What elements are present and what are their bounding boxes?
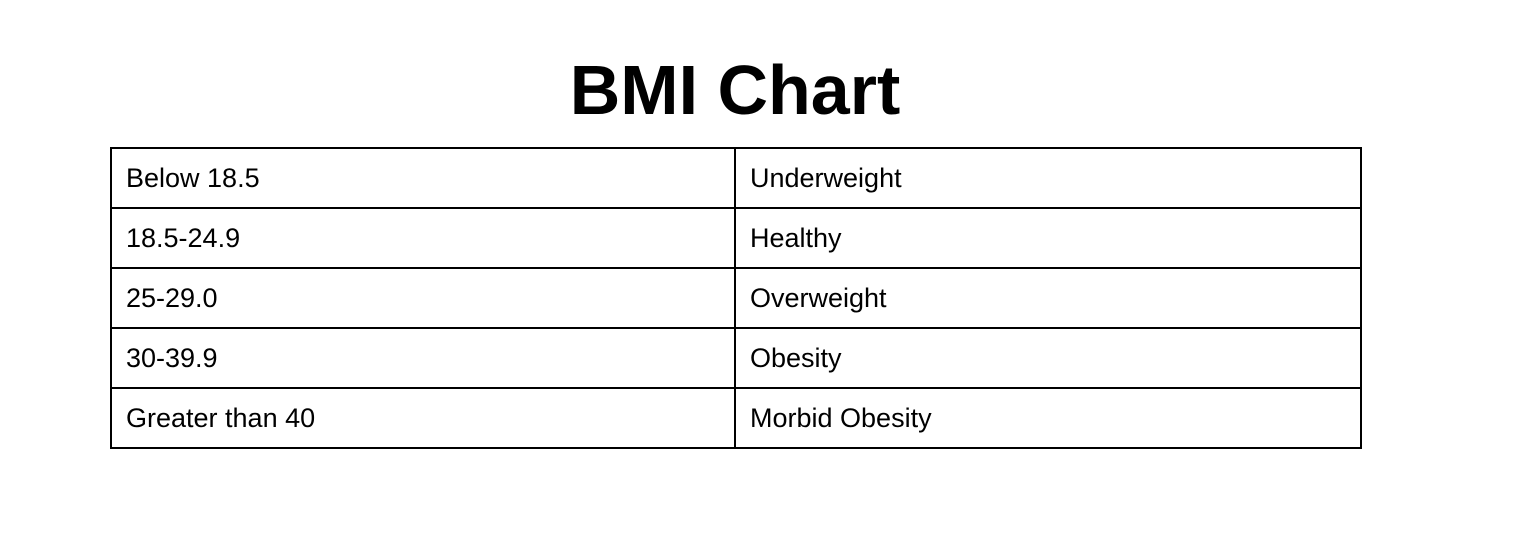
weight-category-cell: Morbid Obesity: [734, 387, 1362, 449]
table-row: 25-29.0 Overweight: [110, 267, 1362, 329]
weight-category-cell: Obesity: [734, 327, 1362, 389]
table-row: 18.5-24.9 Healthy: [110, 207, 1362, 269]
table-row: Greater than 40 Morbid Obesity: [110, 387, 1362, 449]
bmi-range-cell: Below 18.5: [110, 147, 736, 209]
table-row: 30-39.9 Obesity: [110, 327, 1362, 389]
weight-category-cell: Underweight: [734, 147, 1362, 209]
page-title: BMI Chart: [569, 51, 901, 129]
weight-category-cell: Overweight: [734, 267, 1362, 329]
bmi-table: Below 18.5 Underweight 18.5-24.9 Healthy…: [110, 147, 1362, 449]
bmi-range-cell: 25-29.0: [110, 267, 736, 329]
weight-category-cell: Healthy: [734, 207, 1362, 269]
table-row: Below 18.5 Underweight: [110, 147, 1362, 209]
bmi-range-cell: 18.5-24.9: [110, 207, 736, 269]
bmi-range-cell: 30-39.9: [110, 327, 736, 389]
bmi-range-cell: Greater than 40: [110, 387, 736, 449]
